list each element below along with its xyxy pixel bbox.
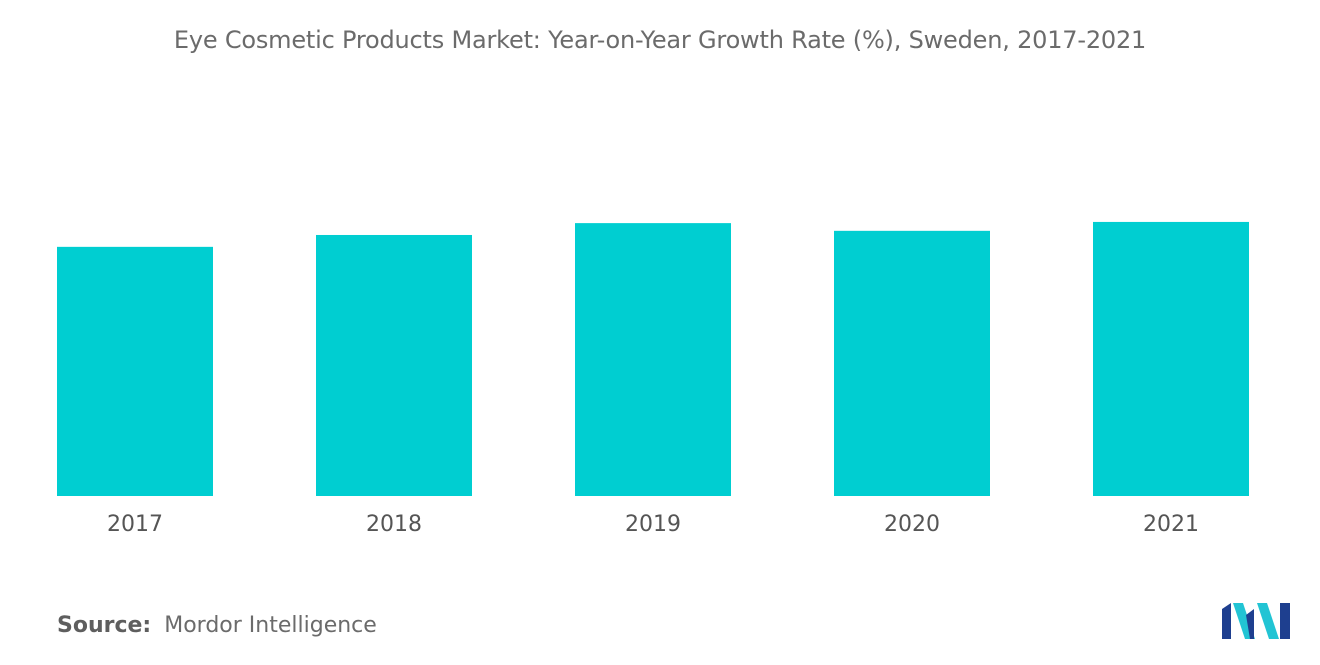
logo-left-dark-shape <box>1222 603 1231 639</box>
bar-2017 <box>57 246 213 496</box>
bar-series <box>57 221 1249 497</box>
x-tick-label-2020: 2020 <box>884 512 940 537</box>
mordor-intelligence-logo-icon <box>1222 603 1290 639</box>
source-label: Source: <box>57 613 152 638</box>
x-tick-label-2018: 2018 <box>366 512 422 537</box>
logo-right-dark-shape <box>1280 603 1290 639</box>
x-tick-label-2021: 2021 <box>1143 512 1199 537</box>
bar-2019 <box>575 223 731 496</box>
source-name: Mordor Intelligence <box>164 613 377 638</box>
bar-2021 <box>1093 221 1249 497</box>
logo-right-teal-shape <box>1257 603 1279 639</box>
logo-mid-dark-shape <box>1246 609 1254 639</box>
x-tick-label-2017: 2017 <box>107 512 163 537</box>
source-note: Source: Mordor Intelligence <box>57 613 377 638</box>
bar-2018 <box>316 234 472 497</box>
x-tick-label-2019: 2019 <box>625 512 681 537</box>
bar-2020 <box>834 230 990 496</box>
chart-title: Eye Cosmetic Products Market: Year-on-Ye… <box>173 26 1147 54</box>
x-axis-tick-labels: 2017 2018 2019 2020 2021 <box>107 512 1199 537</box>
